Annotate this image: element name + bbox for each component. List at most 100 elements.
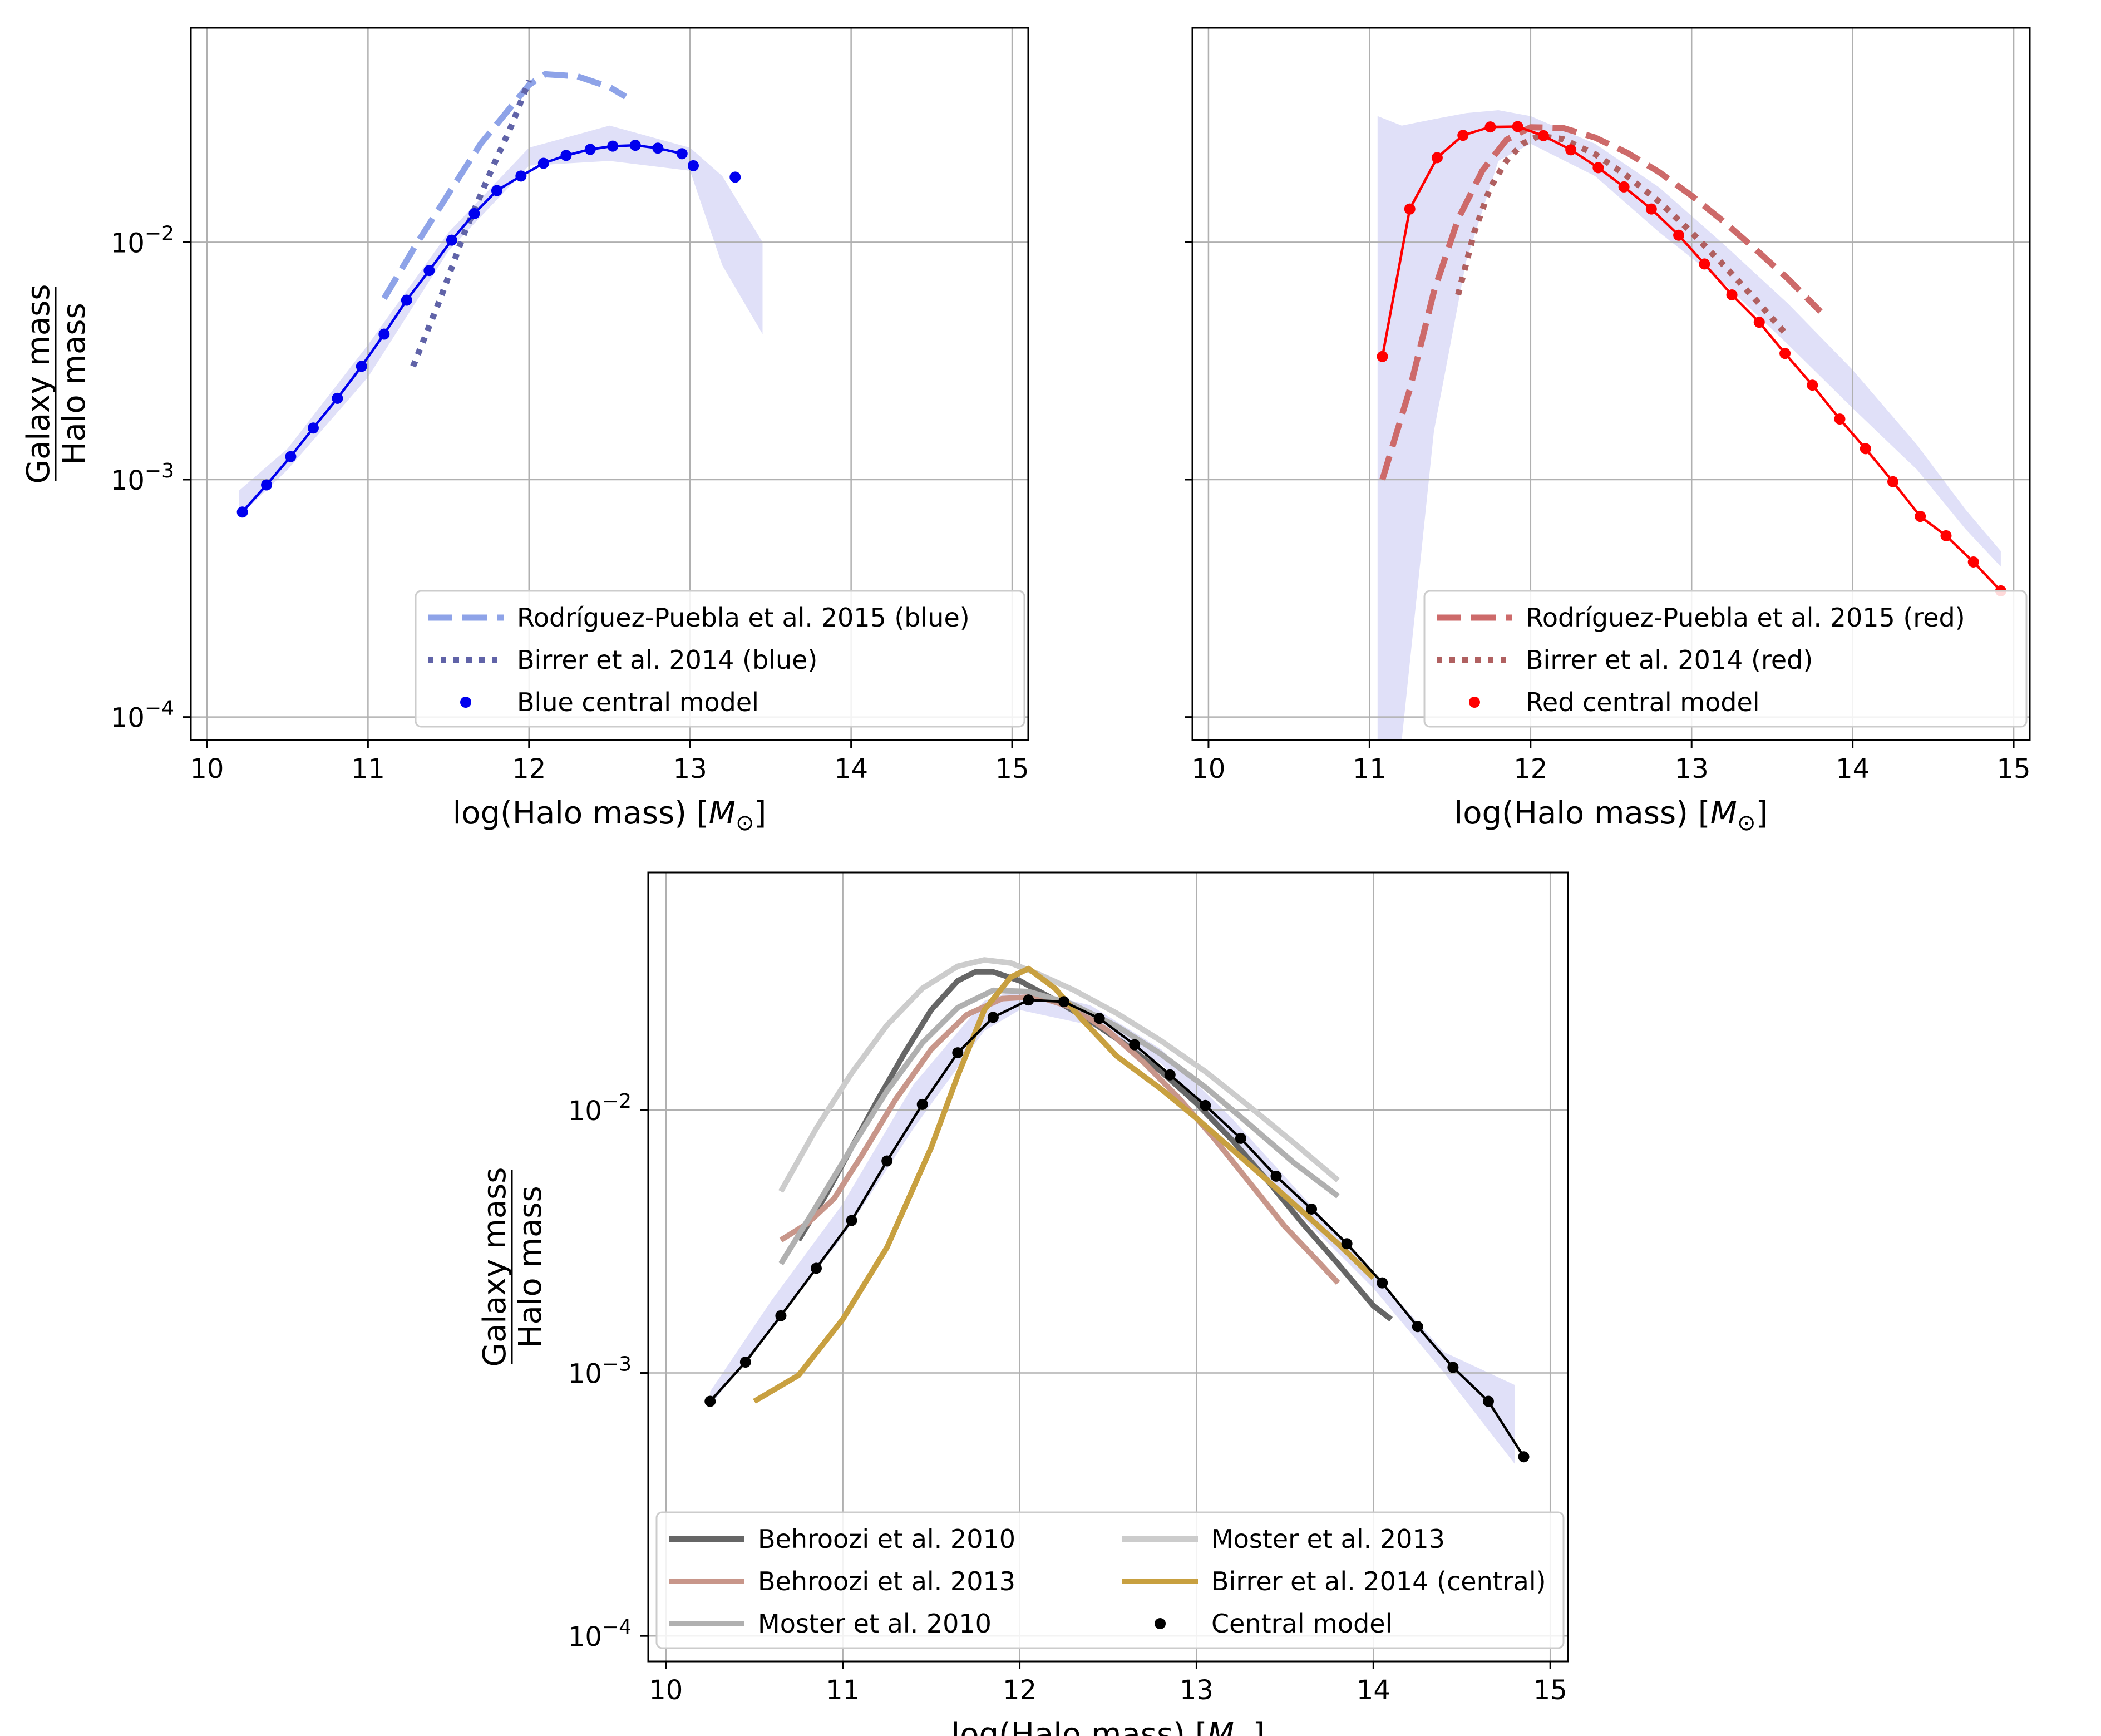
confidence-band [710,988,1515,1464]
series-0 [1379,124,1823,481]
series-line [779,994,1340,1285]
x-tick-label: 10 [649,1675,683,1706]
legend-item: Rodríguez-Puebla et al. 2015 (blue) [428,603,970,633]
x-tick-label: 11 [1353,753,1387,785]
series-line [709,998,1525,1458]
confidence-band [239,125,763,517]
legend-label: Behroozi et al. 2010 [758,1524,1015,1554]
y-axis-label: Galaxy mass Halo mass [477,1167,549,1367]
x-tick-label: 10 [190,753,224,785]
data-point [810,1262,822,1274]
data-point [1915,511,1926,522]
data-point [1673,229,1685,241]
data-point [468,208,480,219]
data-point [688,160,699,171]
data-point [775,1310,787,1321]
x-tick-label: 14 [834,753,868,785]
data-point [952,1047,964,1059]
data-point [1093,1013,1105,1024]
legend-label: Rodríguez-Puebla et al. 2015 (red) [1526,603,1965,633]
x-tick-label: 13 [1675,753,1709,785]
data-point [1887,476,1898,487]
legend-label: Central model [1211,1609,1392,1639]
series-line [778,987,1340,1266]
x-tick-label: 15 [1997,753,2031,785]
legend-item: Rodríguez-Puebla et al. 2015 (red) [1437,603,1965,633]
x-tick-label: 11 [826,1675,860,1706]
data-point [1377,351,1388,362]
legend-item: Red central model [1469,687,1760,717]
data-point [1270,1170,1282,1182]
data-point [261,479,273,491]
confidence-band [1377,110,2001,740]
data-point [1457,130,1469,141]
x-tick-label: 12 [512,753,546,785]
series-line [381,71,628,300]
data-point [1412,1321,1423,1333]
data-point [1404,203,1416,215]
legend-item: Behroozi et al. 2010 [669,1524,1015,1554]
data-point [1306,1203,1318,1215]
series-4 [753,965,1375,1404]
data-point [987,1012,999,1023]
legend-frame [1423,590,2028,728]
data-point [1645,203,1657,215]
data-point [846,1215,857,1226]
series-2 [778,987,1340,1266]
y-label-numerator: Galaxy mass [477,1167,513,1367]
data-point [1058,996,1070,1008]
series-line [1379,124,1823,481]
y-tick-label: 10−4 [111,697,174,734]
panel-red: 10 11 12 13 14 15 log(Halo mass) [M⊙] Rodríguez… [1185,27,2031,836]
data-point [1518,1451,1530,1463]
axes-frame [647,871,1569,1663]
legend-item: Moster et al. 2010 [669,1609,992,1639]
data-point [1565,144,1577,156]
data-point [515,170,527,182]
series-line [1455,133,1791,339]
y-tick-label: 10−3 [111,460,174,496]
data-point [1537,130,1549,141]
data-point [446,234,457,246]
legend-label: Red central model [1526,687,1760,717]
legend-item: Birrer et al. 2014 (central) [1122,1566,1546,1596]
series-1 [1455,133,1791,339]
series-2 [1377,121,2006,596]
axes-frame [190,27,1029,741]
legend-marker [460,697,471,708]
x-tick-label: 11 [351,753,385,785]
data-point [1341,1238,1353,1250]
data-point [1484,121,1496,133]
legend: Behroozi et al. 2010 Behroozi et al. 2013… [655,1511,1565,1649]
data-point [729,171,741,183]
data-point [356,361,367,372]
legend-label: Rodríguez-Puebla et al. 2015 (blue) [517,603,970,633]
legend-item: Moster et al. 2013 [1122,1524,1445,1554]
data-point [739,1356,751,1368]
x-tick-label: 12 [1003,1675,1037,1706]
x-axis-label: log(Halo mass) [M⊙] [1454,795,1768,836]
data-point [1860,443,1871,455]
data-point [1753,317,1765,328]
legend: Rodríguez-Puebla et al. 2015 (red) Birrer… [1423,590,2028,728]
x-tick-label: 13 [1180,1675,1214,1706]
data-point [916,1098,928,1110]
x-tick-label: 15 [995,753,1029,785]
data-point [1618,181,1630,193]
data-point [1482,1395,1494,1407]
data-point [1447,1362,1459,1373]
data-point [560,150,572,161]
x-tick-label: 14 [1836,753,1870,785]
legend-label: Blue central model [517,687,759,717]
data-point [491,185,502,196]
legend-marker [1155,1618,1166,1629]
legend-item: Central model [1155,1609,1392,1639]
series-0 [381,71,628,300]
y-label-denominator: Halo mass [512,1186,549,1348]
legend-label: Birrer et al. 2014 (blue) [517,645,817,675]
data-point [1834,413,1846,425]
data-point [629,140,641,151]
data-point [401,294,412,306]
data-point [236,506,248,518]
data-point [332,392,343,404]
